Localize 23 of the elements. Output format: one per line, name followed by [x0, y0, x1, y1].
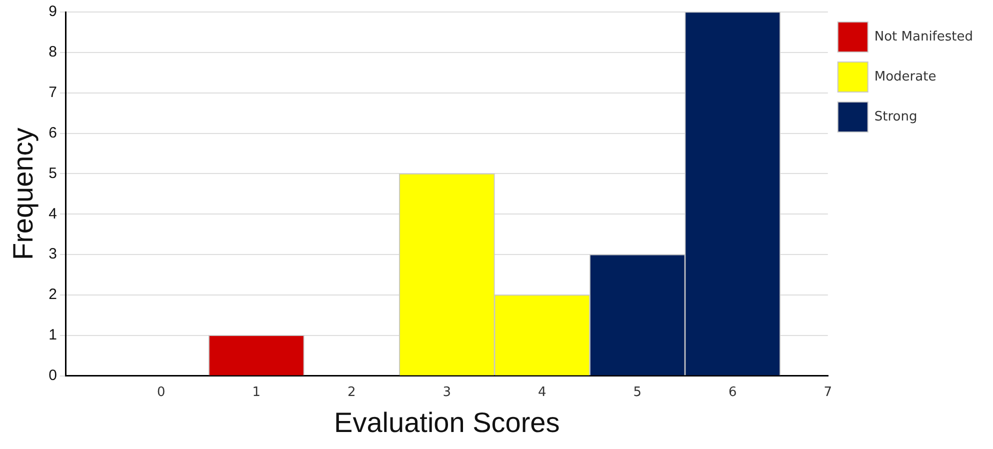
y-tick-label: 3: [48, 246, 57, 263]
y-tick-label: 7: [48, 84, 57, 101]
x-tick-label: 1: [252, 384, 261, 400]
x-tick-label: 4: [538, 384, 546, 400]
legend-label: Not Manifested: [874, 29, 974, 44]
y-tick-label: 4: [48, 205, 57, 222]
x-tick-label: 0: [157, 384, 166, 400]
y-tick-label: 9: [48, 3, 57, 20]
x-axis-title: Evaluation Scores: [334, 406, 560, 438]
y-tick-label: 5: [48, 164, 57, 182]
y-tick-label: 1: [48, 326, 57, 344]
x-tick-label: 2: [348, 384, 356, 400]
y-tick-label: 2: [48, 286, 57, 304]
legend-label: Strong: [874, 109, 918, 124]
y-axis-title: Frequency: [8, 128, 39, 260]
y-tick-label: 0: [48, 366, 57, 384]
legend-label: Moderate: [874, 69, 936, 84]
y-tick-label: 8: [48, 44, 57, 61]
x-tick-label: 5: [633, 384, 642, 400]
x-tick-label: 7: [824, 384, 832, 400]
y-tick-label: 6: [48, 124, 57, 142]
x-tick-label: 3: [442, 384, 452, 400]
x-tick-label: 6: [728, 384, 737, 400]
